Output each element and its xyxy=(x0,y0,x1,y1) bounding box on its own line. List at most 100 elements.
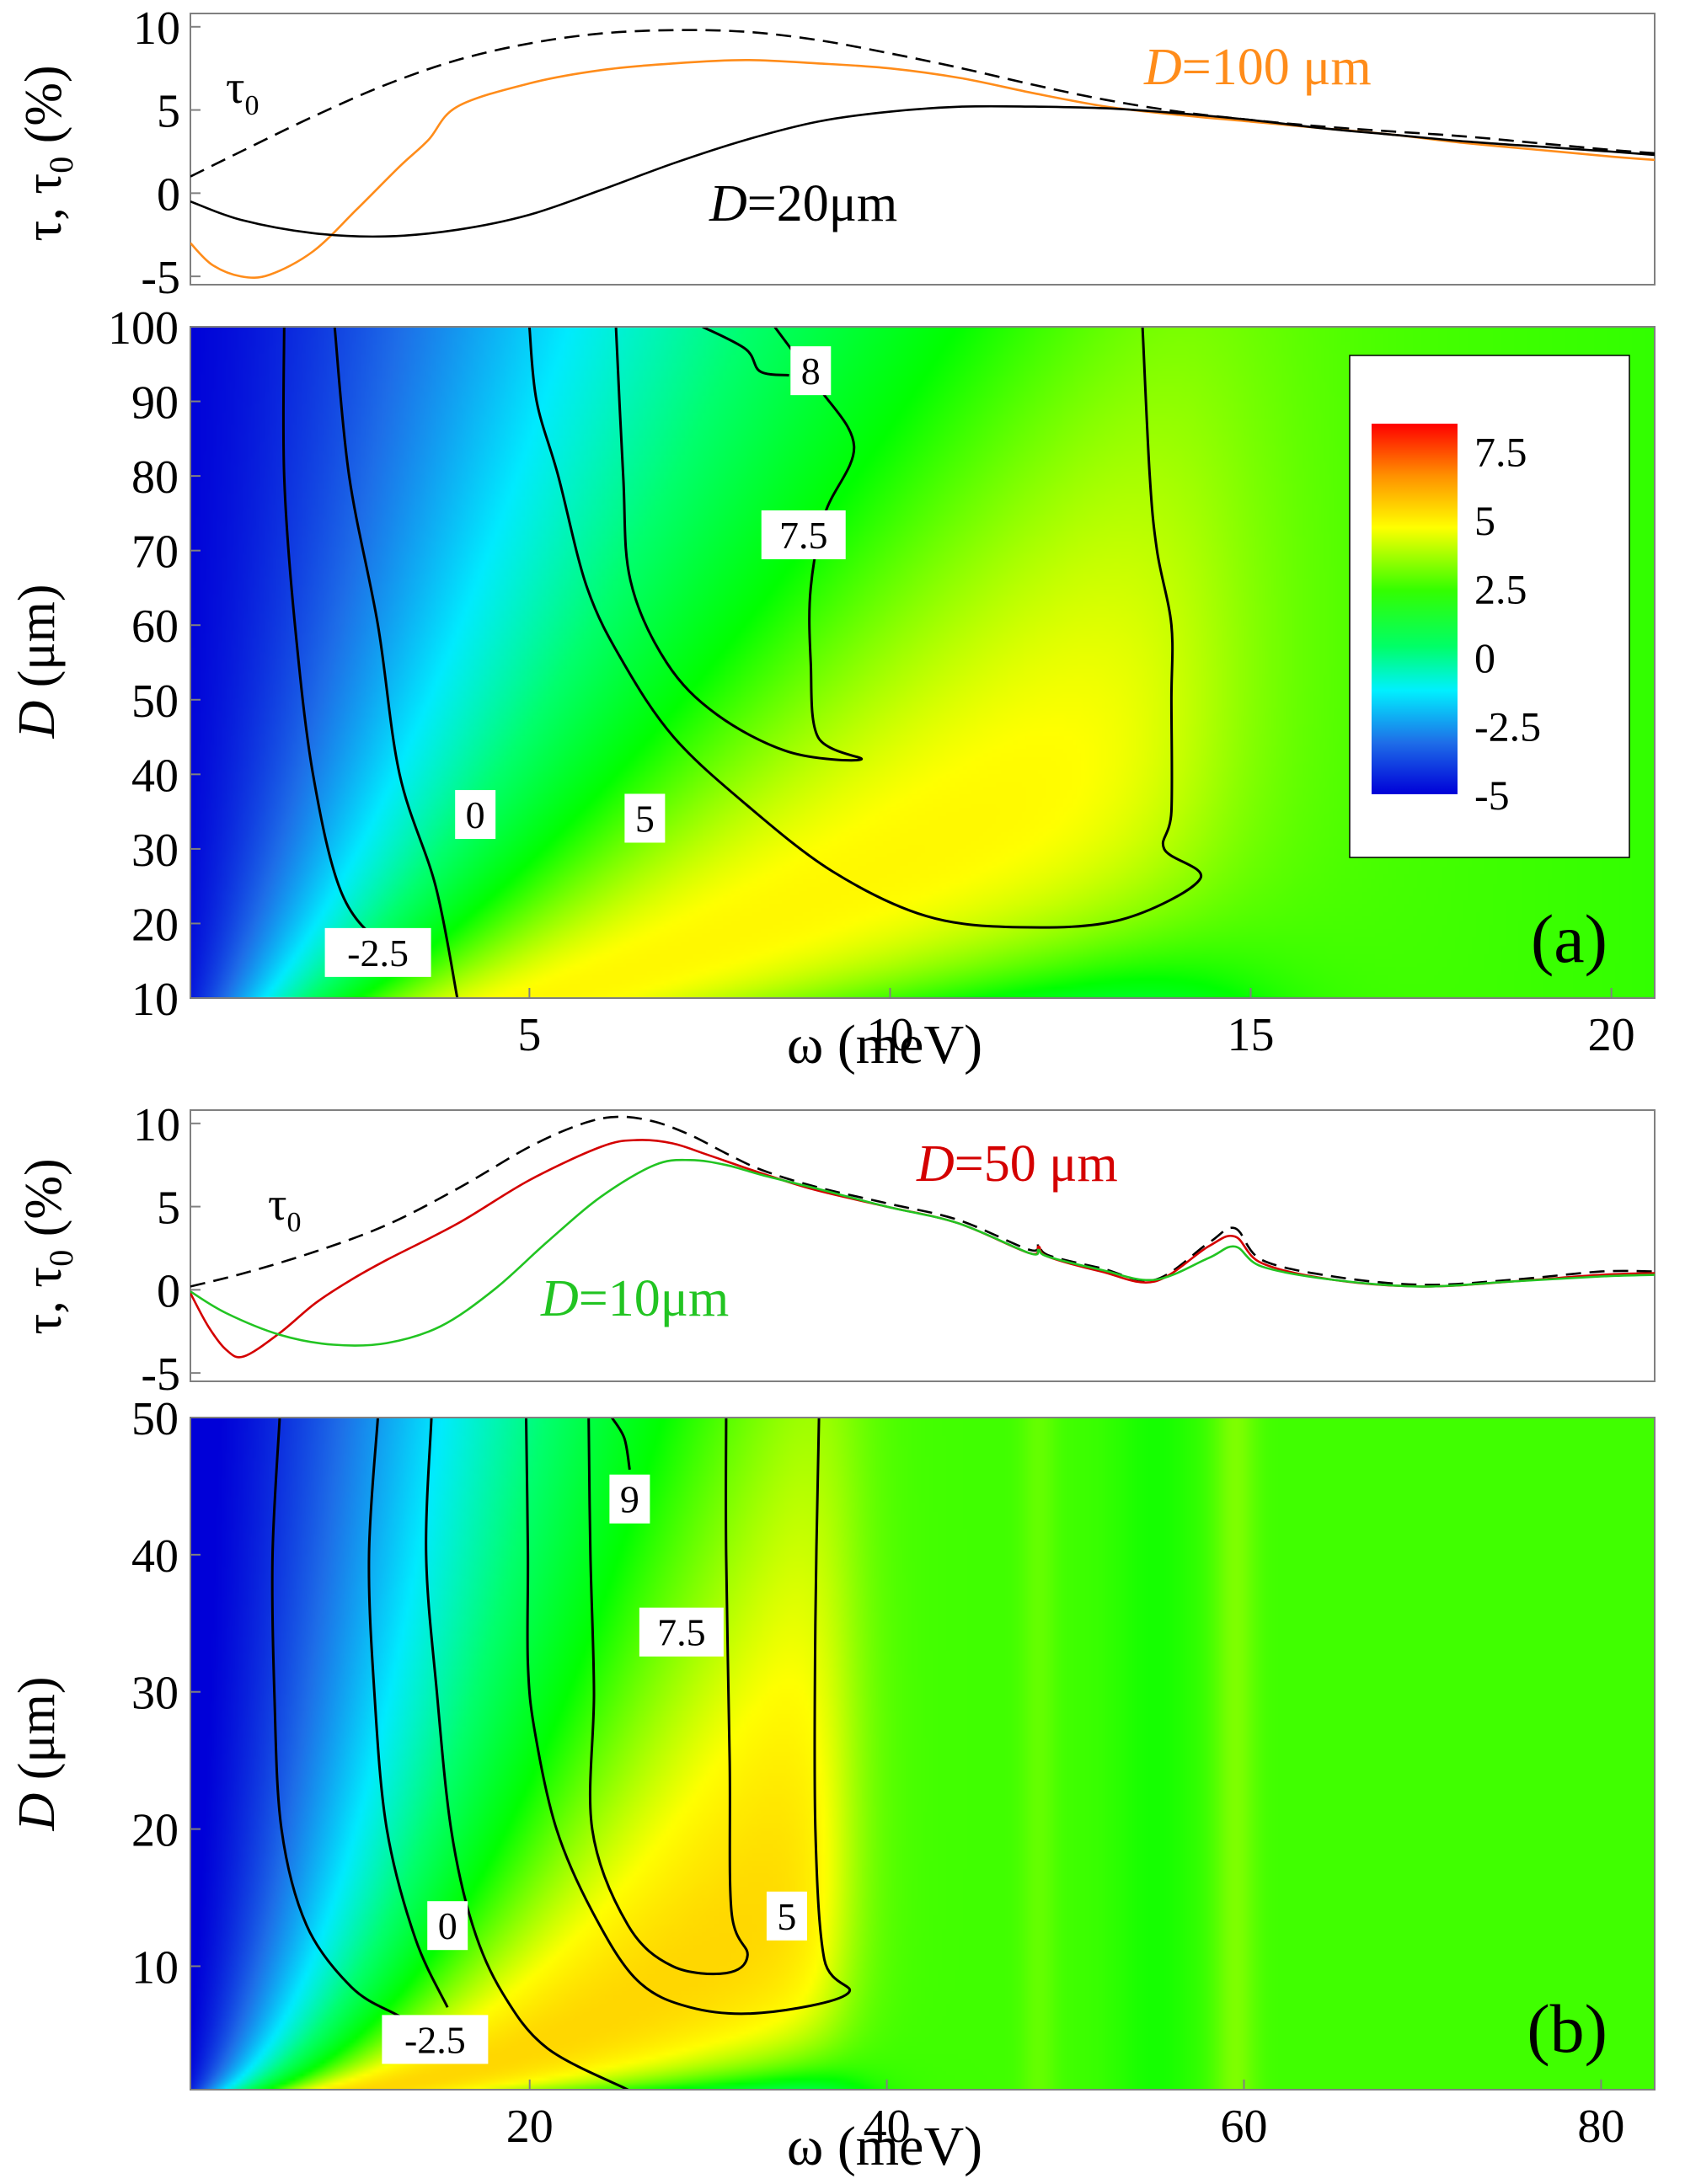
panel-b-contour-label: -2.5 xyxy=(404,2018,466,2061)
panel-a-line-ytick-label: 10 xyxy=(133,3,180,55)
panel-a-map-ytick-label: 10 xyxy=(131,974,179,1026)
panel-b-contour-labels: 9 7.5 5 0 -2.5 xyxy=(382,1474,807,2064)
panel-a-contour-label-box xyxy=(624,793,666,843)
panel-b-map-xlabel: ω (meV) xyxy=(787,2116,982,2177)
panel-b-map-xticks: 20 40 60 80 xyxy=(506,2080,1624,2153)
panel-a-map-ytick-label: 30 xyxy=(131,825,179,877)
panel-a-map-ytick-label: 100 xyxy=(108,302,179,355)
label-d100: D=100 μm xyxy=(1143,39,1372,96)
panel-a-contour-labels: 8 7.5 5 0 -2.5 xyxy=(324,346,846,977)
panel-b-map-frame xyxy=(190,1417,1656,2091)
panel-a-map-ytick-label: 80 xyxy=(131,451,179,504)
panel-b-contour-label-box xyxy=(609,1474,650,1524)
panel-b-line-plot: 10 5 0 -5 τ0 D=50 μm D=10μm τ, τ0 (%) xyxy=(15,1099,1656,1401)
label-d20: D=20μm xyxy=(709,175,897,232)
panel-b-heatmap-raster xyxy=(190,1418,1655,2090)
panel-a-line-ytick-label: 0 xyxy=(157,168,180,221)
panel-b-label: (b) xyxy=(1527,1990,1607,2067)
panel-a-map-ytick-label: 60 xyxy=(131,601,179,653)
panel-a-contours xyxy=(281,327,1203,998)
panel-a-line-series-2 xyxy=(190,104,1655,238)
panel-b-contour-2 xyxy=(425,1418,629,2090)
panel-b-map-ylabel: D (μm) xyxy=(8,1676,66,1831)
colorbar-tick-label: -5 xyxy=(1474,772,1510,819)
panel-b-map-xtick-label: 60 xyxy=(1221,2101,1268,2153)
panel-b-contour-label-box xyxy=(427,1901,468,1951)
panel-b-contour-label-box xyxy=(766,1891,807,1941)
panel-a-line-frame xyxy=(190,13,1656,286)
panel-b-contour-1 xyxy=(367,1418,449,2008)
panel-a-contour-label-box xyxy=(455,790,496,840)
panel-b-map-xtick-label: 40 xyxy=(864,2101,911,2153)
panel-a-map-xtick-label: 15 xyxy=(1228,1009,1275,1061)
panel-b-contour-label: 9 xyxy=(620,1478,639,1521)
panel-a-contour-label: 7.5 xyxy=(779,514,828,557)
panel-a-contour-label-box xyxy=(790,346,832,396)
colorbar-tick-label: 7.5 xyxy=(1474,429,1527,476)
panel-a-map-frame xyxy=(190,326,1656,999)
panel-a-line-series xyxy=(190,29,1655,280)
panel-a-map-yticks: 100 90 80 70 60 50 40 30 20 10 xyxy=(108,302,201,1026)
panel-b-line-ytick-label: 10 xyxy=(133,1099,180,1151)
panel-b-contour-4 xyxy=(587,1418,749,1976)
panel-b-line-frame xyxy=(190,1109,1656,1382)
panel-b-map-ytick-label: 50 xyxy=(131,1393,179,1445)
panel-b-line-series-0 xyxy=(190,1115,1655,1288)
panel-b-contour-label: 7.5 xyxy=(657,1611,706,1654)
panel-a-map-ylabel: D (μm) xyxy=(8,584,66,739)
panel-a-map-xtick-label: 20 xyxy=(1588,1009,1635,1061)
panel-b-line-ytick-label: -5 xyxy=(141,1348,180,1401)
panel-a-map-ytick-label: 20 xyxy=(131,899,179,951)
panel-a-map-ytick-label: 90 xyxy=(131,377,179,430)
colorbar: 7.5 5 2.5 0 -2.5 -5 xyxy=(1349,355,1630,858)
panel-a-contour-3 xyxy=(614,327,863,762)
label-tau0-a: τ0 xyxy=(226,61,259,121)
panel-a-contour-label: -2.5 xyxy=(347,932,409,975)
panel-a-map-xticks: 5 10 15 20 xyxy=(517,988,1635,1061)
panel-a-contour-4 xyxy=(702,327,789,377)
panel-b-line-ytick-label: 5 xyxy=(157,1183,180,1235)
colorbar-tick-label: 5 xyxy=(1474,497,1495,544)
panel-a-label: (a) xyxy=(1531,900,1607,977)
panel-b-map-ytick-label: 30 xyxy=(131,1668,179,1720)
panel-a-line-yticks: 10 5 0 -5 xyxy=(133,3,201,304)
panel-a-heatmap: 87.550-2.5 5 10 15 20 100908070605040302010… xyxy=(8,302,1656,1076)
panel-b-map-xtick-label: 20 xyxy=(506,2101,554,2153)
panel-a-line-plot: 10 5 0 -5 τ0 D=100 μm D=20μm τ, τ0 (%) xyxy=(15,3,1656,304)
panel-a-contour-1 xyxy=(333,327,459,998)
panel-a-map-xtick-label: 5 xyxy=(517,1009,541,1061)
panel-b-contour-label: 0 xyxy=(438,1904,457,1947)
panel-a-contour-2 xyxy=(527,327,1203,929)
panel-a-contour-label: 0 xyxy=(466,793,485,836)
panel-a-line-ytick-label: -5 xyxy=(141,252,180,304)
label-tau0-b: τ0 xyxy=(268,1178,302,1238)
panel-b-line-ylabel: τ, τ0 (%) xyxy=(15,1158,80,1334)
panel-b-line-ytick-label: 0 xyxy=(157,1265,180,1317)
colorbar-tick-label: -2.5 xyxy=(1474,703,1541,750)
panel-b-contour-label: 5 xyxy=(777,1895,796,1938)
panel-b-map-yticks: 50 40 30 20 10 xyxy=(131,1393,201,1994)
panel-b-map-ytick-label: 40 xyxy=(131,1530,179,1583)
panel-b-contour-3 xyxy=(525,1418,851,2016)
panel-a-contour-label: 8 xyxy=(801,350,821,392)
colorbar-tick-label: 0 xyxy=(1474,634,1495,681)
panel-a-line-ylabel: τ, τ0 (%) xyxy=(15,65,80,241)
panel-b-map-xtick-label: 80 xyxy=(1577,2101,1624,2153)
panel-b-contour-5 xyxy=(610,1418,631,1471)
panel-a-line-series-0 xyxy=(190,29,1655,178)
panel-a-contour-label-box xyxy=(761,510,846,559)
panel-b-line-series-2 xyxy=(190,1158,1655,1347)
panel-a-contour-label-box xyxy=(324,927,431,977)
panel-b-contour-label-box xyxy=(639,1607,724,1657)
panel-a-map-ytick-label: 70 xyxy=(131,526,179,579)
colorbar-tick-label: 2.5 xyxy=(1474,566,1527,613)
colorbar-gradient xyxy=(1372,424,1458,794)
label-d50: D=50 μm xyxy=(916,1135,1118,1193)
panel-a-map-xtick-label: 10 xyxy=(866,1009,913,1061)
panel-a-map-xlabel: ω (meV) xyxy=(787,1014,982,1076)
panel-a-map-ytick-label: 40 xyxy=(131,750,179,802)
label-d10: D=10μm xyxy=(540,1270,729,1327)
